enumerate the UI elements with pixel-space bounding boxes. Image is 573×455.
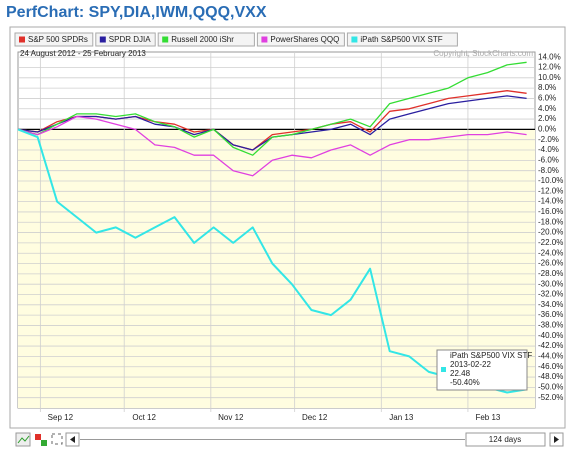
y-tick-label: -50.0% (538, 382, 563, 391)
y-tick-label: -6.0% (538, 155, 559, 164)
legend-button (14, 32, 94, 47)
y-tick-label: 0.0% (538, 125, 556, 134)
legend: S&P 500 SPDRs SPDR DJIA Russell 2000 iShr P… (14, 32, 458, 47)
y-tick-label: 4.0% (538, 104, 556, 113)
x-tick-label: Nov 12 (218, 413, 244, 422)
x-tick-label: Jan 13 (389, 413, 414, 422)
x-tick-label: Oct 12 (132, 413, 156, 422)
arrow-right (554, 436, 559, 443)
legend-swatch (99, 36, 106, 43)
y-tick-label: -34.0% (538, 300, 563, 309)
y-tick-label: -38.0% (538, 321, 563, 330)
y-tick-label: -20.0% (538, 228, 563, 237)
y-tick-label: 6.0% (538, 94, 556, 103)
plot: 14.0% 12.0%10.0%8.0% 6.0%4.0%2.0% 0.0%-2.0%… (17, 51, 563, 422)
copyright: Copyright, StockCharts.com (433, 49, 533, 58)
range-label: 124 days (489, 435, 521, 444)
y-tick-label: -42.0% (538, 341, 563, 350)
legend-button (157, 32, 255, 47)
legend-swatch (261, 36, 268, 43)
y-tick-label: -12.0% (538, 186, 563, 195)
legend-label: Russell 2000 iShr (171, 35, 234, 44)
y-tick-label: -24.0% (538, 248, 563, 257)
tooltip-date: 2013-02-22 (450, 360, 491, 369)
y-tick-label: -28.0% (538, 269, 563, 278)
tooltip-box (436, 349, 528, 391)
bar-icon[interactable] (35, 434, 41, 440)
y-tick-label: -8.0% (538, 166, 559, 175)
series-line (17, 115, 527, 177)
arrow-left (70, 436, 75, 443)
y-tick-label: 8.0% (538, 83, 556, 92)
y-tick-label: -32.0% (538, 290, 563, 299)
y-tick-label: 14.0% (538, 52, 561, 61)
y-tick-label: 10.0% (538, 73, 561, 82)
y-tick-label: -46.0% (538, 362, 563, 371)
y-tick-label: -26.0% (538, 259, 563, 268)
date-range: 24 August 2012 - 25 February 2013 (20, 49, 146, 58)
x-tick-label: Feb 13 (475, 413, 500, 422)
toolbar: 124 days (15, 432, 564, 447)
tooltip: iPath S&P500 VIX STF 2013-02-22 22.48 -5… (436, 349, 532, 391)
legend-button (95, 32, 156, 47)
y-tick-label: -4.0% (538, 145, 559, 154)
legend-label: S&P 500 SPDRs (28, 35, 88, 44)
legend-label: PowerShares QQQ (270, 35, 339, 44)
y-tick-label: -44.0% (538, 352, 563, 361)
bar-icon-2 (41, 440, 47, 446)
range-box[interactable] (465, 432, 546, 447)
legend-swatch (162, 36, 169, 43)
legend-swatch (351, 36, 358, 43)
legend-label: iPath S&P500 VIX STF (360, 35, 442, 44)
series-line (17, 61, 527, 156)
y-tick-label: -16.0% (538, 207, 563, 216)
fullscreen-icon[interactable] (51, 433, 63, 445)
y-tick-label: -22.0% (538, 238, 563, 247)
x-tick-label: Dec 12 (302, 413, 328, 422)
y-tick-label: -48.0% (538, 372, 563, 381)
legend-swatch (19, 36, 25, 43)
legend-button (346, 32, 458, 47)
tooltip-price: 22.48 (450, 369, 471, 378)
y-tick-label: -14.0% (538, 197, 563, 206)
legend-label: SPDR DJIA (109, 35, 151, 44)
x-tick-label: Sep 12 (48, 413, 74, 422)
y-tick-label: -10.0% (538, 176, 563, 185)
tooltip-name: iPath S&P500 VIX STF (450, 351, 532, 360)
y-tick-label: -52.0% (538, 393, 563, 402)
y-tick-label: -2.0% (538, 135, 559, 144)
y-tick-label: -30.0% (538, 279, 563, 288)
icon-glyph (17, 435, 30, 444)
y-tick-label: 12.0% (538, 63, 561, 72)
y-tick-label: -18.0% (538, 217, 563, 226)
tooltip-swatch (441, 367, 446, 372)
chart-title: PerfChart: SPY,DIA,IWM,QQQ,VXX (6, 4, 267, 21)
y-tick-label: -40.0% (538, 331, 563, 340)
y-tick-label: -36.0% (538, 310, 563, 319)
y-tick-label: 2.0% (538, 114, 556, 123)
legend-button (256, 32, 345, 47)
tooltip-change: -50.40% (450, 378, 480, 387)
